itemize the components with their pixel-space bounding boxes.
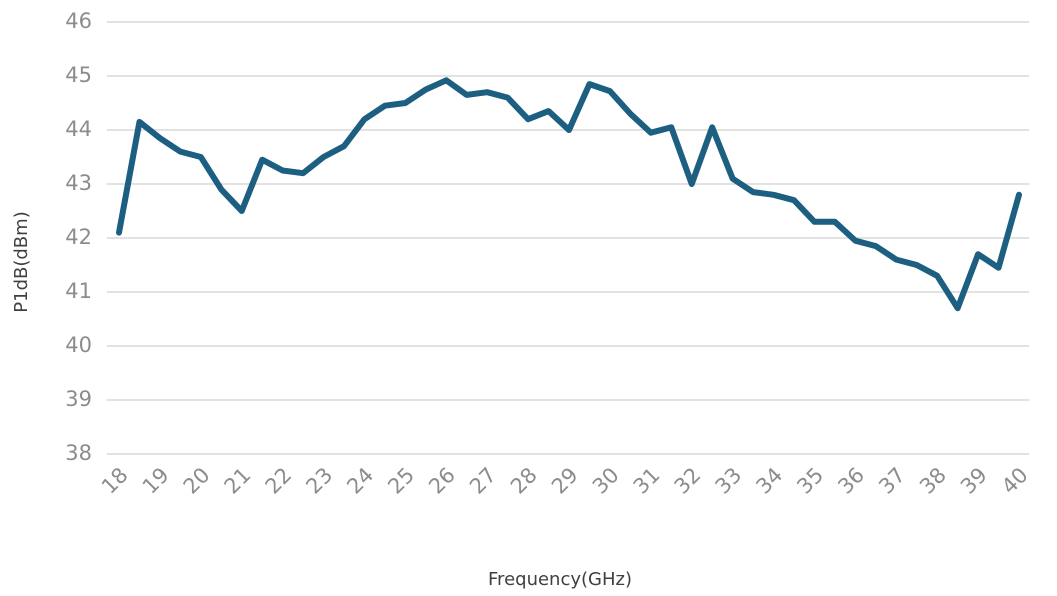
x-tick-label: 33: [711, 463, 747, 499]
y-axis-title: P1dB(dBm): [11, 211, 32, 312]
y-tick-label: 45: [65, 63, 92, 87]
x-tick-label: 20: [179, 463, 215, 499]
y-tick-label: 40: [65, 333, 92, 357]
x-tick-label: 28: [506, 463, 542, 499]
x-tick-label: 26: [424, 463, 460, 499]
x-tick-label: 39: [956, 463, 992, 499]
y-tick-label: 44: [65, 117, 92, 141]
x-tick-label: 30: [588, 463, 624, 499]
x-tick-label: 22: [261, 463, 297, 499]
x-tick-label: 27: [465, 463, 501, 499]
x-tick-label: 24: [342, 463, 378, 499]
x-tick-label: 32: [670, 463, 706, 499]
x-tick-label: 23: [301, 463, 337, 499]
x-tick-label: 34: [751, 463, 787, 499]
x-tick-label: 37: [874, 463, 910, 499]
x-tick-label: 29: [547, 463, 583, 499]
x-tick-label: 31: [629, 463, 665, 499]
x-tick-label: 25: [383, 463, 419, 499]
x-tick-label: 35: [792, 463, 828, 499]
y-tick-label: 41: [65, 279, 92, 303]
x-tick-label: 19: [138, 463, 174, 499]
y-tick-label: 46: [65, 9, 92, 33]
x-tick-label: 18: [97, 463, 133, 499]
x-tick-label: 36: [833, 463, 869, 499]
data-line: [116, 77, 1022, 312]
y-tick-label: 43: [65, 171, 92, 195]
y-tick-label: 38: [65, 441, 92, 465]
x-tick-label: 21: [220, 463, 256, 499]
x-tick-label: 38: [915, 463, 951, 499]
y-tick-label: 39: [65, 387, 92, 411]
x-axis-title: Frequency(GHz): [488, 569, 632, 590]
x-tick-label: 40: [997, 463, 1033, 499]
y-tick-label: 42: [65, 225, 92, 249]
